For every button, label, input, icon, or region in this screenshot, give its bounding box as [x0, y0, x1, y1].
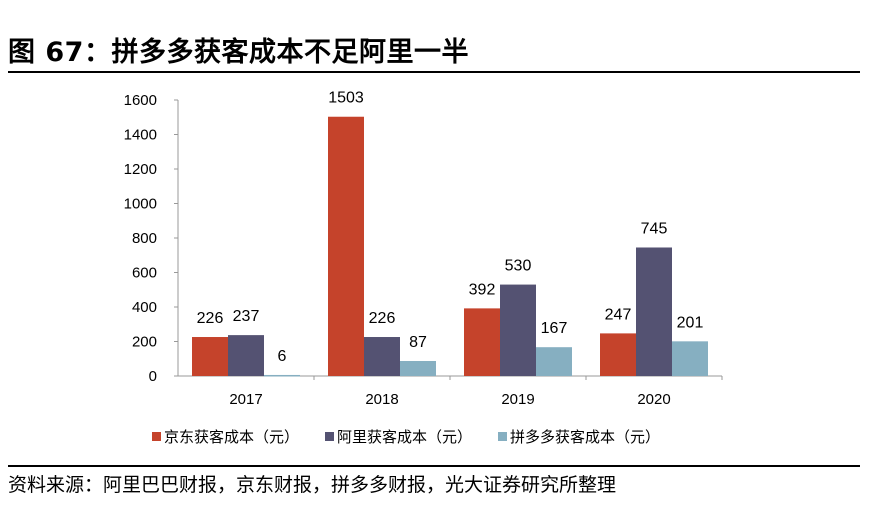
data-label: 226 — [369, 310, 396, 327]
data-label: 392 — [469, 281, 496, 298]
title-divider — [8, 71, 860, 73]
data-label: 247 — [605, 306, 632, 323]
bar-2017-series-2 — [264, 374, 300, 377]
data-label: 6 — [278, 348, 287, 365]
y-tick-label: 1600 — [124, 92, 157, 109]
legend-label: 拼多多获客成本（元） — [510, 428, 661, 446]
data-label: 745 — [641, 220, 668, 237]
chart-legend: 京东获客成本（元） 阿里获客成本（元） 拼多多获客成本（元） — [152, 426, 660, 447]
y-tick-label: 0 — [149, 368, 157, 385]
bar-2019-series-0 — [464, 308, 500, 376]
data-label: 226 — [197, 310, 224, 327]
bar-2018-series-1 — [364, 337, 400, 376]
legend-item: 拼多多获客成本（元） — [498, 426, 660, 447]
x-tick-label: 2018 — [365, 391, 398, 408]
x-tick-label: 2017 — [229, 391, 262, 408]
bar-2018-series-0 — [328, 116, 364, 377]
y-tick-label: 1400 — [124, 127, 157, 144]
legend-label: 阿里获客成本（元） — [337, 428, 473, 446]
y-tick-label: 400 — [132, 299, 157, 316]
x-tick-label: 2019 — [501, 391, 534, 408]
y-tick-label: 800 — [132, 230, 157, 247]
y-tick-label: 600 — [132, 265, 157, 282]
legend-label: 京东获客成本（元） — [164, 428, 300, 446]
data-label: 237 — [233, 308, 260, 325]
x-tick-label: 2020 — [637, 391, 670, 408]
legend-swatch — [498, 432, 508, 441]
figure-title: 图 67：拼多多获客成本不足阿里一半 — [8, 37, 469, 68]
y-tick-label: 1200 — [124, 161, 157, 178]
bar-2018-series-2 — [400, 360, 436, 376]
bar-2020-series-2 — [672, 341, 708, 376]
legend-item: 阿里获客成本（元） — [325, 426, 472, 447]
legend-item: 京东获客成本（元） — [152, 426, 299, 447]
bar-2017-series-0 — [192, 337, 228, 376]
data-label: 87 — [409, 334, 427, 351]
bar-2019-series-2 — [536, 347, 572, 376]
source-note: 资料来源：阿里巴巴财报，京东财报，拼多多财报，光大证券研究所整理 — [8, 474, 617, 496]
y-tick-label: 200 — [132, 334, 157, 351]
data-label: 201 — [677, 314, 704, 331]
bar-2020-series-0 — [600, 333, 636, 376]
legend-swatch — [325, 432, 335, 441]
bar-2017-series-1 — [228, 335, 264, 376]
data-label: 530 — [505, 258, 532, 275]
legend-swatch — [152, 432, 161, 441]
data-label: 167 — [541, 320, 568, 337]
bar-chart: 0 200 400 600 800 1000 1200 1400 1600 2017 226 237 6… — [124, 90, 723, 408]
source-divider — [8, 465, 860, 467]
y-tick-label: 1000 — [124, 196, 157, 213]
bar-2020-series-1 — [636, 247, 672, 376]
bar-2019-series-1 — [500, 284, 536, 376]
data-label: 1503 — [328, 90, 364, 107]
